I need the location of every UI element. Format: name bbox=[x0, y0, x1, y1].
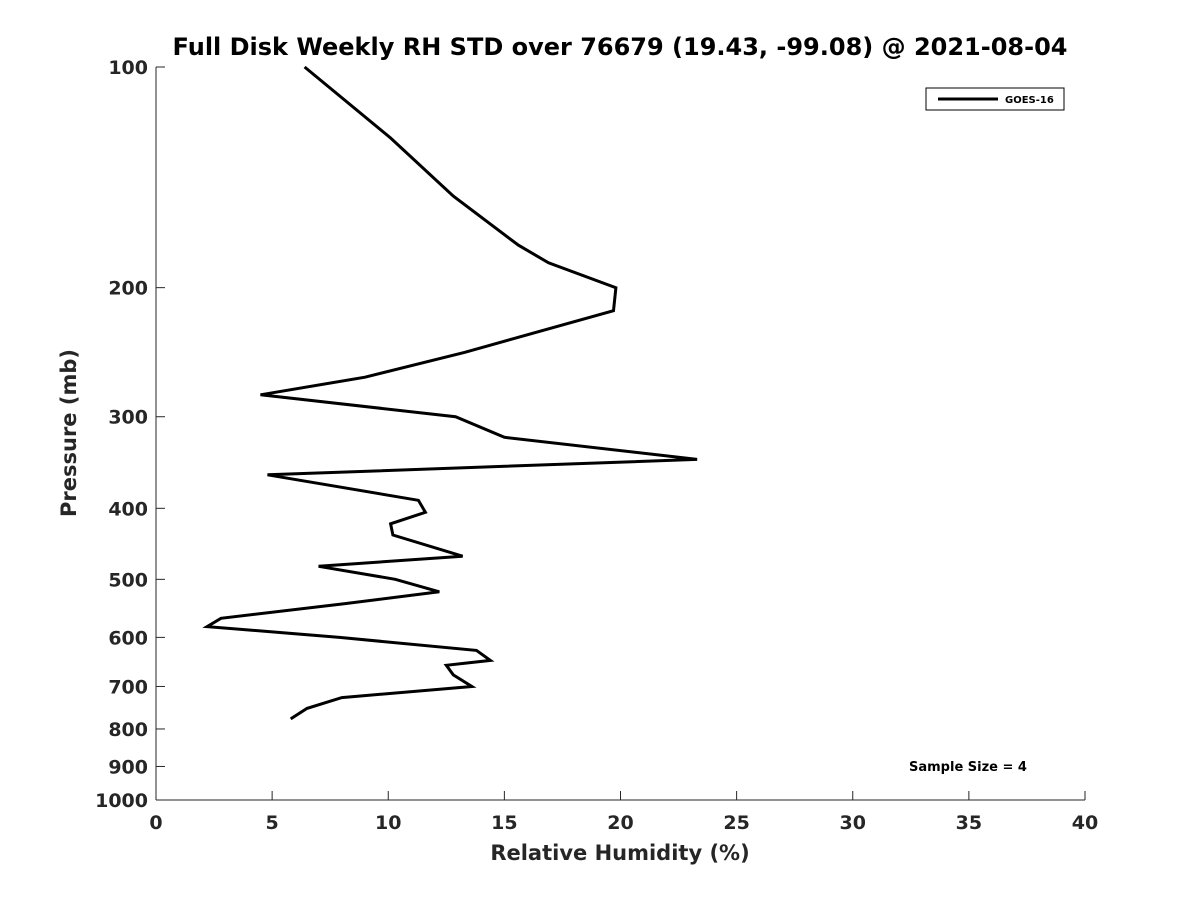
x-tick-label: 15 bbox=[491, 812, 517, 834]
y-tick-label: 700 bbox=[108, 676, 148, 698]
y-tick-label: 300 bbox=[108, 407, 148, 429]
y-tick-label: 600 bbox=[108, 627, 148, 649]
y-tick-label: 200 bbox=[108, 278, 148, 300]
x-axis-label: Relative Humidity (%) bbox=[490, 841, 749, 865]
sample-size-annotation: Sample Size = 4 bbox=[909, 760, 1027, 775]
legend: GOES-16 bbox=[925, 87, 1065, 111]
y-tick-label: 500 bbox=[108, 569, 148, 591]
y-axis-label: Pressure (mb) bbox=[57, 349, 81, 517]
x-tick-label: 5 bbox=[266, 812, 279, 834]
plot-area: 0 5 10 15 20 25 30 35 40 100 200 300 400 500 600 700 800… bbox=[95, 57, 1098, 834]
x-tick-label: 25 bbox=[723, 812, 749, 834]
x-tick-label: 0 bbox=[149, 812, 162, 834]
y-tick-label: 1000 bbox=[95, 790, 148, 812]
x-tick-label: 30 bbox=[840, 812, 866, 834]
chart-title: Full Disk Weekly RH STD over 76679 (19.4… bbox=[173, 33, 1068, 61]
x-tick-label: 20 bbox=[607, 812, 633, 834]
legend-label-goes-16: GOES-16 bbox=[1005, 95, 1054, 106]
y-tick-label: 400 bbox=[108, 498, 148, 520]
y-tick-label: 100 bbox=[108, 57, 148, 79]
x-tick-label: 40 bbox=[1072, 812, 1098, 834]
y-tick-label: 800 bbox=[108, 719, 148, 741]
series-line-goes-16 bbox=[202, 65, 698, 721]
y-tick-label: 900 bbox=[108, 756, 148, 778]
x-tick-label: 10 bbox=[375, 812, 401, 834]
x-tick-label: 35 bbox=[956, 812, 982, 834]
